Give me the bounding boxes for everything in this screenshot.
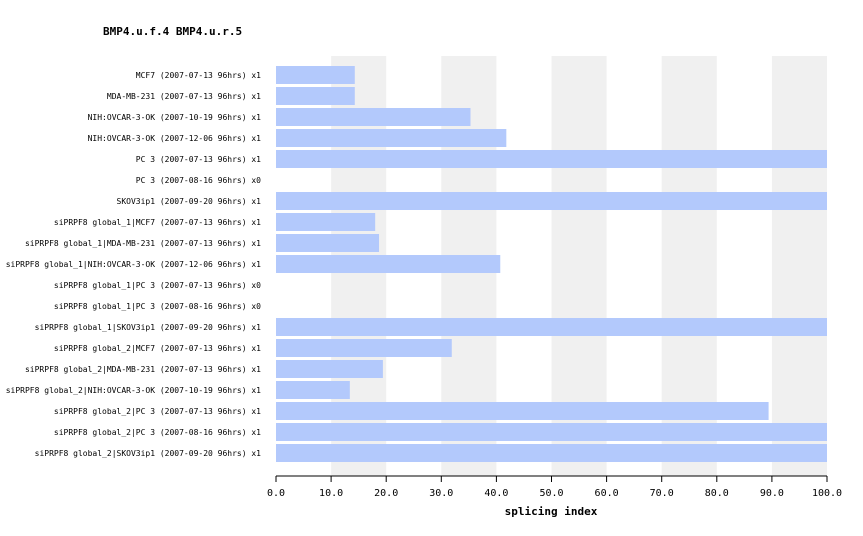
- category-label: siPRPF8 global_2|PC 3 (2007-07-13 96hrs)…: [54, 407, 261, 416]
- x-tick-label: 70.0: [650, 488, 674, 499]
- bar: [276, 66, 355, 84]
- x-tick-label: 10.0: [319, 488, 343, 499]
- x-axis-ticks: 0.0 10.0 20.0 30.0 40.0 50.0 60.0 70.0 80.0 90.0 1…: [267, 476, 842, 499]
- bar: [276, 423, 827, 441]
- category-label: siPRPF8 global_1|PC 3 (2007-08-16 96hrs)…: [54, 302, 261, 311]
- bar: [276, 150, 827, 168]
- bar: [276, 381, 350, 399]
- category-label: siPRPF8 global_1|MCF7 (2007-07-13 96hrs)…: [54, 218, 261, 227]
- category-label: NIH:OVCAR-3-OK (2007-12-06 96hrs) x1: [88, 134, 262, 143]
- category-label: siPRPF8 global_2|MCF7 (2007-07-13 96hrs)…: [54, 344, 261, 353]
- x-tick-label: 30.0: [429, 488, 453, 499]
- x-tick-label: 60.0: [595, 488, 619, 499]
- category-label: PC 3 (2007-08-16 96hrs) x0: [136, 176, 261, 185]
- bar: [276, 318, 827, 336]
- bars: [276, 66, 827, 462]
- category-label: siPRPF8 global_2|MDA-MB-231 (2007-07-13 …: [25, 365, 261, 374]
- category-label: siPRPF8 global_1|SKOV3ip1 (2007-09-20 96…: [35, 323, 262, 332]
- bar: [276, 444, 827, 462]
- category-label: siPRPF8 global_1|NIH:OVCAR-3-OK (2007-12…: [6, 260, 261, 269]
- bar: [276, 213, 376, 231]
- x-tick-label: 40.0: [484, 488, 508, 499]
- bar: [276, 255, 501, 273]
- bar: [276, 87, 355, 105]
- bar: [276, 339, 452, 357]
- bar: [276, 402, 769, 420]
- x-tick-label: 50.0: [539, 488, 563, 499]
- category-label: MDA-MB-231 (2007-07-13 96hrs) x1: [107, 92, 261, 101]
- bar: [276, 234, 380, 252]
- category-label: siPRPF8 global_2|SKOV3ip1 (2007-09-20 96…: [35, 449, 262, 458]
- chart-title: BMP4.u.f.4 BMP4.u.r.5: [103, 25, 242, 38]
- x-tick-label: 0.0: [267, 488, 285, 499]
- x-tick-label: 90.0: [760, 488, 784, 499]
- category-label: PC 3 (2007-07-13 96hrs) x1: [136, 155, 261, 164]
- x-axis-label: splicing index: [505, 505, 598, 518]
- category-label: NIH:OVCAR-3-OK (2007-10-19 96hrs) x1: [88, 113, 262, 122]
- grid-band: [771, 56, 827, 476]
- bar: [276, 360, 383, 378]
- bar: [276, 129, 507, 147]
- category-label: siPRPF8 global_1|MDA-MB-231 (2007-07-13 …: [25, 239, 261, 248]
- category-label: siPRPF8 global_2|PC 3 (2007-08-16 96hrs)…: [54, 428, 261, 437]
- category-label: siPRPF8 global_1|PC 3 (2007-07-13 96hrs)…: [54, 281, 261, 290]
- category-label: SKOV3ip1 (2007-09-20 96hrs) x1: [117, 197, 262, 206]
- bar: [276, 108, 471, 126]
- x-tick-label: 20.0: [374, 488, 398, 499]
- bar: [276, 192, 827, 210]
- category-labels: MCF7 (2007-07-13 96hrs) x1 MDA-MB-231 (20…: [6, 71, 261, 458]
- category-label: MCF7 (2007-07-13 96hrs) x1: [136, 71, 261, 80]
- x-tick-label: 80.0: [705, 488, 729, 499]
- category-label: siPRPF8 global_2|NIH:OVCAR-3-OK (2007-10…: [6, 386, 261, 395]
- x-tick-label: 100.0: [812, 488, 842, 499]
